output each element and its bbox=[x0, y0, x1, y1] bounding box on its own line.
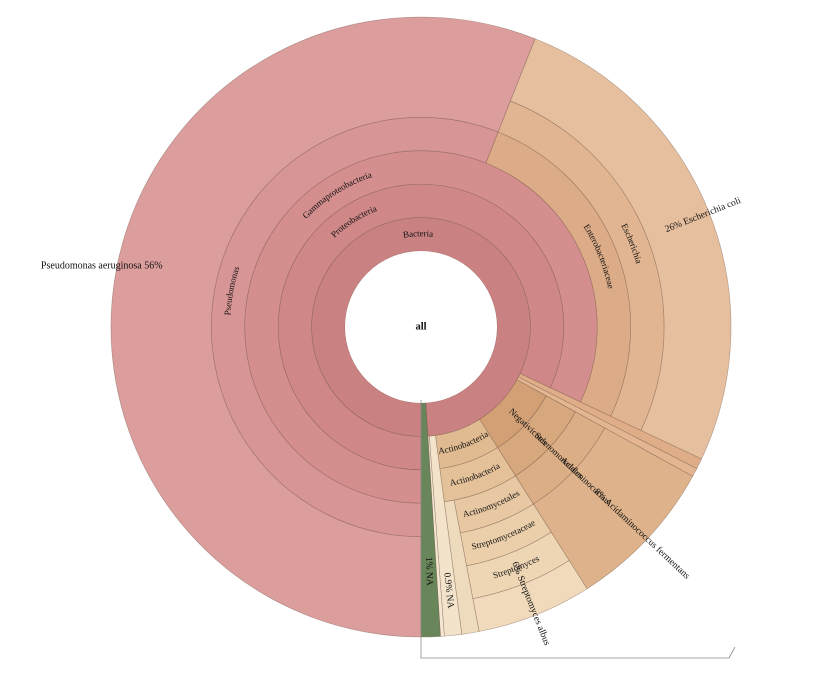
wedge-escherichia-coli[interactable] bbox=[510, 38, 732, 460]
callout-line bbox=[420, 400, 736, 659]
wedge-pseudomonas-aeruginosa[interactable] bbox=[110, 16, 536, 638]
center-label: all bbox=[415, 321, 426, 332]
external-label-na: 0.9% NA bbox=[441, 572, 455, 609]
chart-center bbox=[345, 251, 497, 403]
external-label-na: 1% NA bbox=[423, 557, 434, 586]
external-label-pseudomonas-aeruginosa: Pseudomonas aeruginosa 56% bbox=[41, 260, 163, 271]
ring-label-bacteria: Bacteria bbox=[402, 228, 433, 240]
